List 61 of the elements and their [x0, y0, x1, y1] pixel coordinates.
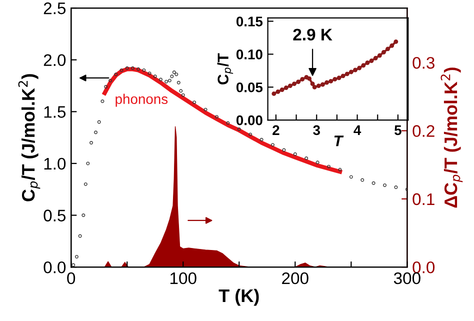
point: [348, 70, 354, 74]
point: [361, 63, 366, 68]
x-axis-title: T: [334, 136, 344, 146]
x-tick-label: 3: [313, 125, 320, 136]
point: [357, 66, 362, 70]
point: [394, 39, 398, 44]
point: [328, 78, 334, 84]
point: [369, 58, 374, 64]
x-tick-label: 300: [394, 272, 420, 284]
point: [344, 72, 350, 76]
x-tick-label: 0: [67, 272, 76, 284]
y-tick-label: 0.10: [236, 50, 262, 60]
y-tick-label: 0.0: [44, 261, 66, 274]
point: [320, 82, 325, 87]
point: [276, 90, 280, 94]
x-tick-label: 4: [354, 125, 362, 135]
x-axis-title: T (K): [218, 288, 259, 306]
point: [381, 50, 386, 54]
point: [288, 84, 292, 88]
y2-tick-label: 0.3: [412, 56, 434, 69]
x-tick-label: 5: [394, 125, 402, 136]
point: [310, 82, 315, 86]
point: [324, 80, 329, 85]
y2-tick-label: 0.2: [412, 125, 434, 137]
y-tick-label: 2.0: [44, 54, 66, 66]
y-tick-label: 0.5: [44, 210, 66, 222]
point: [340, 74, 346, 78]
y2-tick-label: 0.0: [412, 261, 435, 274]
y-tick-label: 1.0: [44, 158, 66, 170]
point: [272, 91, 276, 96]
y-tick-label: 0.00: [236, 115, 262, 126]
point: [307, 76, 312, 81]
point: [377, 53, 382, 58]
x-tick-label: 100: [170, 272, 196, 284]
point: [312, 84, 317, 90]
point: [386, 46, 390, 52]
y2-axis-title: ΔC$_{p}$/T (J/mol.K$^{2}$): [440, 68, 463, 208]
x-tick-label: 2: [272, 125, 280, 135]
point: [336, 76, 342, 80]
point: [284, 86, 288, 90]
point: [365, 60, 370, 65]
point: [353, 68, 358, 72]
point: [373, 56, 378, 60]
line-series: [102, 67, 342, 174]
series-label: phonons: [116, 94, 168, 107]
point: [300, 77, 305, 82]
point: [280, 88, 284, 92]
point: [390, 43, 394, 48]
annotation: 2.9 K: [293, 28, 332, 40]
point: [316, 84, 321, 88]
point: [292, 82, 296, 86]
y-tick-label: 2.5: [44, 2, 66, 14]
point: [332, 77, 338, 82]
y2-tick-label: 0.1: [412, 193, 434, 206]
point: [296, 80, 301, 84]
y-axis-title: C$_{p}$/T: [217, 53, 234, 84]
y-tick-label: 1.5: [44, 106, 66, 118]
y-tick-label: 0.15: [236, 16, 263, 26]
y-tick-label: 0.05: [236, 82, 263, 92]
x-tick-label: 200: [282, 272, 308, 284]
y-axis-title: C$_{p}$/T (J/mol.K$^{2}$): [18, 74, 40, 202]
